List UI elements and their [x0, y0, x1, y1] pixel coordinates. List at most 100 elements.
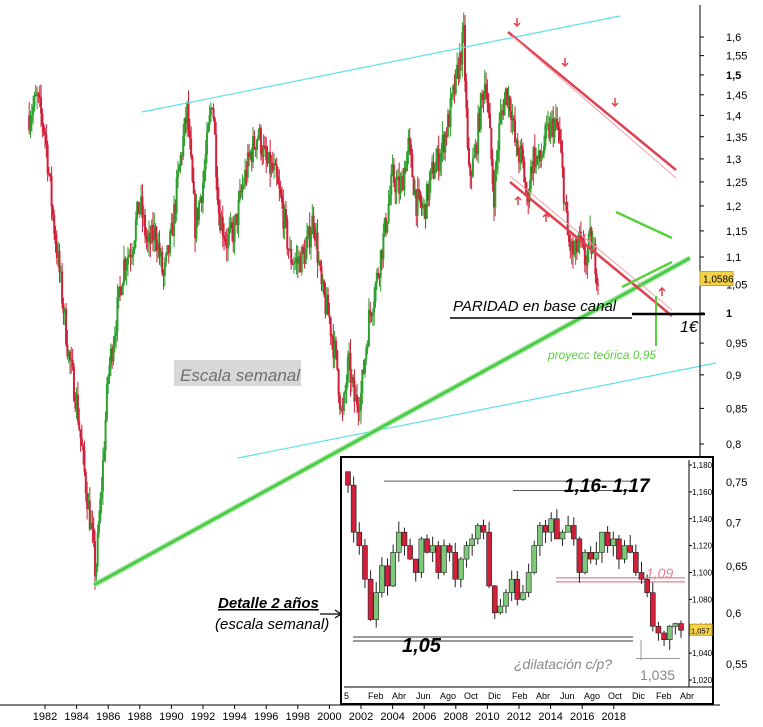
candle-body	[448, 113, 451, 127]
candle-body	[311, 215, 314, 235]
inset-annotation-top: 1,16- 1,17	[564, 476, 651, 497]
candle-body	[130, 256, 133, 258]
inset-annotation-proj: 1,035	[640, 667, 675, 683]
candle-body	[470, 175, 473, 177]
x-tick-label: 2006	[412, 711, 436, 723]
candle-body	[386, 221, 389, 232]
red-arrow-head	[513, 22, 521, 28]
candle-body	[469, 164, 472, 176]
inset-candle-body	[463, 545, 470, 560]
candle-body	[273, 163, 276, 171]
candle-body	[263, 145, 266, 148]
candle-body	[100, 491, 103, 499]
candle-body	[597, 284, 599, 286]
candle-body	[200, 197, 203, 203]
candle-body	[30, 114, 33, 122]
inset-candle-body	[458, 558, 464, 580]
candle-body	[481, 93, 484, 95]
candle-body	[424, 204, 427, 219]
candle-body	[261, 153, 264, 157]
inset-x-tick-label: Abr	[392, 691, 406, 701]
candle-body	[320, 266, 323, 285]
inset-candle-body	[604, 531, 611, 546]
candle-body	[74, 400, 77, 409]
candle-body	[57, 250, 60, 258]
candle-body	[385, 218, 388, 232]
red-arrow-head	[611, 102, 619, 108]
candle-body	[196, 207, 199, 221]
candle-body	[132, 250, 135, 257]
candle-body	[558, 129, 561, 141]
inset-price-tag-box	[689, 623, 713, 636]
candle-body	[282, 202, 285, 229]
inset-candle-body	[384, 565, 391, 587]
inset-candle-body	[610, 538, 617, 546]
inset-candle-body	[559, 531, 566, 540]
inset-x-tick-label: Ago	[440, 691, 456, 701]
candle-body	[192, 181, 195, 194]
inset-candle-body	[655, 625, 662, 634]
y-tick-label: 0,7	[726, 517, 741, 529]
candle-body	[410, 144, 413, 155]
candle-body	[436, 148, 439, 162]
candle-body	[53, 215, 56, 234]
candle-body	[531, 166, 534, 174]
inset-candle-body	[666, 625, 673, 640]
candle-body	[163, 262, 166, 277]
candle-body	[333, 340, 336, 358]
candle-body	[72, 366, 75, 401]
candle-body	[212, 108, 215, 119]
y-tick-label: 1,55	[726, 51, 747, 63]
candle-body	[467, 147, 470, 165]
candle-body	[407, 137, 410, 153]
candle-body	[490, 128, 493, 160]
candle-body	[514, 120, 517, 143]
candle-body	[203, 169, 206, 183]
candle-body	[586, 250, 589, 266]
candle-body	[329, 317, 332, 336]
candle-body	[454, 69, 457, 94]
candle-body	[419, 191, 422, 203]
candle-body	[288, 248, 291, 251]
candle-body	[541, 153, 544, 158]
inset-candle-body	[424, 538, 430, 553]
candle-body	[63, 308, 66, 314]
candle-body	[399, 184, 402, 194]
candle-body	[456, 64, 459, 70]
candle-body	[394, 182, 397, 193]
candle-body	[321, 280, 324, 285]
candle-body	[408, 137, 411, 145]
candle-body	[230, 222, 233, 229]
candle-body	[427, 184, 430, 201]
candle-body	[323, 280, 326, 295]
red-arrow-head	[514, 195, 522, 201]
candle-body	[417, 189, 420, 192]
candle-body	[352, 377, 355, 381]
candle-body	[174, 204, 177, 214]
candle-body	[126, 256, 129, 265]
inset-candle-body	[599, 531, 605, 553]
candle-body	[453, 85, 456, 94]
y-tick-label: 1,25	[726, 177, 747, 189]
inset-x-tick-label: Oct	[464, 691, 479, 701]
candle-body	[554, 118, 557, 123]
inset-candle-body	[350, 484, 357, 533]
candle-body	[518, 155, 520, 163]
candle-body	[524, 182, 527, 190]
inset-x-tick-label: Dic	[488, 691, 501, 701]
annotation-detalle: Detalle 2 años	[218, 595, 319, 612]
candle-body	[552, 118, 555, 138]
candle-body	[149, 232, 152, 244]
y-tick-label: 1,15	[726, 226, 747, 238]
y-tick-label: 0,8	[726, 439, 741, 451]
candle-body	[370, 313, 373, 317]
x-tick-label: 2008	[444, 711, 468, 723]
candle-body	[34, 95, 37, 97]
candle-body	[49, 173, 52, 177]
candle-body	[129, 254, 132, 258]
candle-body	[519, 145, 522, 163]
candle-body	[317, 261, 320, 264]
candle-body	[400, 175, 403, 185]
inset-x-tick-label: Jun	[560, 691, 575, 701]
candle-body	[216, 177, 219, 201]
